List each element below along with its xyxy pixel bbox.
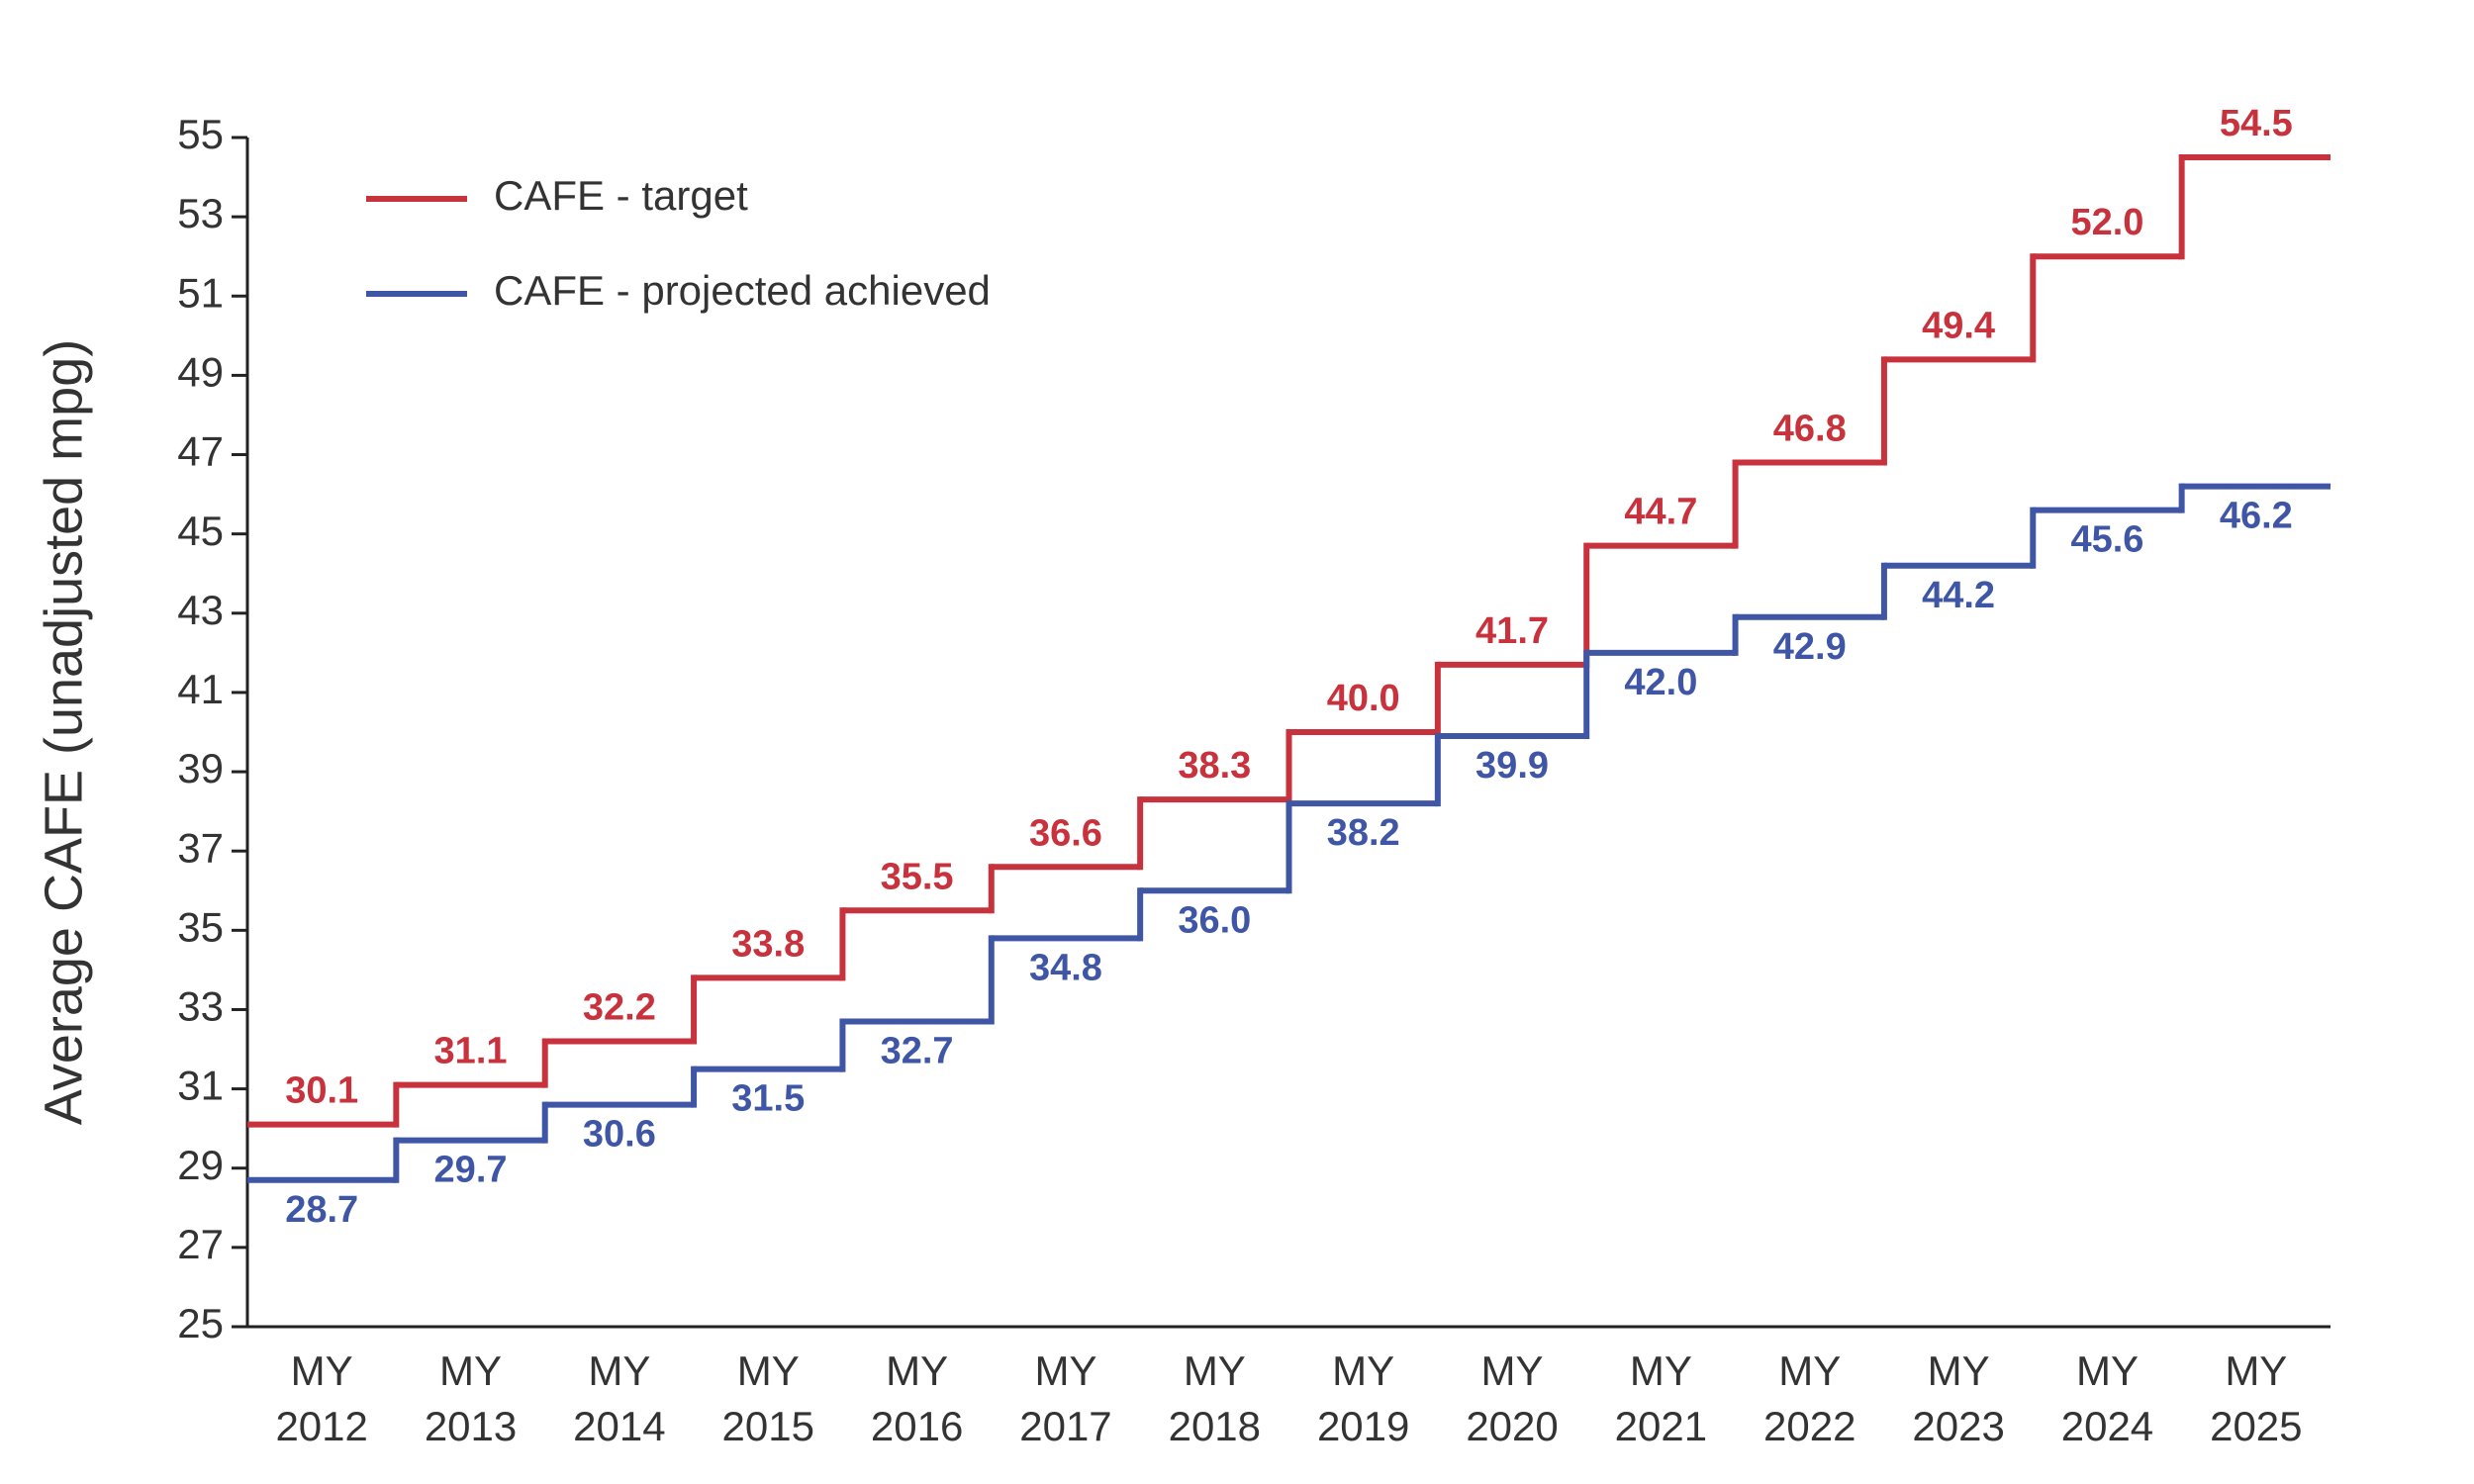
value-label: 54.5 — [2220, 103, 2293, 144]
value-label: 30.1 — [285, 1070, 358, 1112]
x-tick-label-line: MY — [1034, 1347, 1096, 1394]
x-tick-label-line: 2022 — [1763, 1403, 1856, 1449]
x-tick-label-line: 2024 — [2061, 1403, 2153, 1449]
x-tick-label: MY 2015 — [722, 1347, 814, 1449]
value-label: 36.0 — [1178, 899, 1251, 941]
value-label: 44.2 — [1922, 575, 1995, 616]
value-label: 40.0 — [1327, 678, 1400, 719]
value-label: 32.2 — [583, 987, 656, 1029]
x-tick-label-line: MY — [588, 1347, 650, 1394]
legend-label: CAFE - target — [494, 172, 748, 219]
value-label: 29.7 — [434, 1150, 508, 1191]
y-axis-label: Average CAFE (unadjusted mpg) — [34, 339, 93, 1125]
value-label: 31.5 — [731, 1078, 805, 1120]
x-tick-label-line: MY — [1630, 1347, 1692, 1394]
x-tick-label: MY 2018 — [1169, 1347, 1261, 1449]
x-tick-label-line: MY — [2076, 1347, 2139, 1394]
value-label: 42.0 — [1624, 662, 1697, 703]
x-tick-label: MY 2023 — [1912, 1347, 2004, 1449]
y-tick-label: 29 — [177, 1142, 224, 1188]
x-tick-label: MY 2024 — [2061, 1347, 2153, 1449]
value-label: 30.6 — [583, 1114, 656, 1156]
x-tick-label-line: 2015 — [722, 1403, 814, 1449]
x-tick-label-line: MY — [439, 1347, 502, 1394]
value-label: 42.9 — [1773, 626, 1847, 668]
y-tick-label: 49 — [177, 348, 224, 395]
x-tick-label-line: MY — [2225, 1347, 2287, 1394]
value-label: 34.8 — [1029, 947, 1102, 988]
value-label: 44.7 — [1624, 492, 1697, 533]
x-tick-label: MY 2013 — [425, 1347, 517, 1449]
legend-label: CAFE - projected achieved — [494, 267, 991, 314]
x-tick-label-line: MY — [1184, 1347, 1246, 1394]
value-label: 46.8 — [1773, 409, 1847, 450]
x-tick-label: MY 2021 — [1615, 1347, 1707, 1449]
value-label: 38.2 — [1327, 812, 1400, 854]
value-label: 45.6 — [2070, 519, 2143, 561]
y-tick-label: 55 — [177, 111, 224, 157]
y-tick-label: 51 — [177, 269, 224, 316]
x-tick-label-line: MY — [737, 1347, 800, 1394]
value-label: 41.7 — [1475, 610, 1549, 652]
value-label: 28.7 — [285, 1189, 358, 1231]
value-label: 38.3 — [1178, 745, 1251, 787]
x-tick-label-line: 2017 — [1019, 1403, 1111, 1449]
x-tick-label-line: 2019 — [1317, 1403, 1409, 1449]
x-tick-label: MY 2025 — [2210, 1347, 2302, 1449]
x-tick-label-line: 2018 — [1169, 1403, 1261, 1449]
x-tick-label-line: 2012 — [275, 1403, 367, 1449]
value-label: 46.2 — [2220, 496, 2293, 537]
y-tick-label: 25 — [177, 1300, 224, 1346]
x-tick-label-line: 2014 — [573, 1403, 665, 1449]
value-label: 36.6 — [1029, 812, 1102, 854]
value-label: 39.9 — [1475, 745, 1549, 787]
x-tick-label: MY 2020 — [1466, 1347, 1558, 1449]
x-tick-label-line: 2013 — [425, 1403, 517, 1449]
value-label: 31.1 — [434, 1031, 508, 1072]
x-tick-label-line: MY — [1778, 1347, 1841, 1394]
y-tick-label: 33 — [177, 983, 224, 1030]
x-tick-label-line: MY — [1332, 1347, 1394, 1394]
x-tick-label-line: MY — [1481, 1347, 1544, 1394]
value-label: 52.0 — [2070, 202, 2143, 243]
y-tick-label: 31 — [177, 1063, 224, 1109]
value-label: 49.4 — [1922, 305, 1995, 346]
y-tick-label: 27 — [177, 1221, 224, 1267]
x-tick-label-line: 2020 — [1466, 1403, 1558, 1449]
y-tick-label: 43 — [177, 587, 224, 633]
y-tick-label: 53 — [177, 190, 224, 236]
x-tick-label-line: 2016 — [871, 1403, 963, 1449]
x-tick-label-line: 2025 — [2210, 1403, 2302, 1449]
x-tick-label: MY 2014 — [573, 1347, 665, 1449]
x-tick-label-line: MY — [1928, 1347, 1990, 1394]
x-tick-label-line: MY — [886, 1347, 948, 1394]
x-tick-label: MY 2022 — [1763, 1347, 1856, 1449]
y-tick-label: 39 — [177, 745, 224, 791]
x-tick-label: MY 2016 — [871, 1347, 963, 1449]
y-tick-label: 47 — [177, 428, 224, 475]
value-label: 33.8 — [731, 923, 805, 965]
x-tick-label: MY 2012 — [275, 1347, 367, 1449]
y-tick-label: 35 — [177, 903, 224, 950]
x-tick-label: MY 2019 — [1317, 1347, 1409, 1449]
y-tick-label: 41 — [177, 666, 224, 712]
x-tick-label-line: MY — [291, 1347, 353, 1394]
y-tick-label: 45 — [177, 508, 224, 554]
value-label: 35.5 — [881, 856, 954, 897]
x-tick-label: MY 2017 — [1019, 1347, 1111, 1449]
x-tick-label-line: 2021 — [1615, 1403, 1707, 1449]
y-tick-label: 37 — [177, 824, 224, 871]
value-label: 32.7 — [881, 1031, 954, 1072]
x-tick-label-line: 2023 — [1912, 1403, 2004, 1449]
